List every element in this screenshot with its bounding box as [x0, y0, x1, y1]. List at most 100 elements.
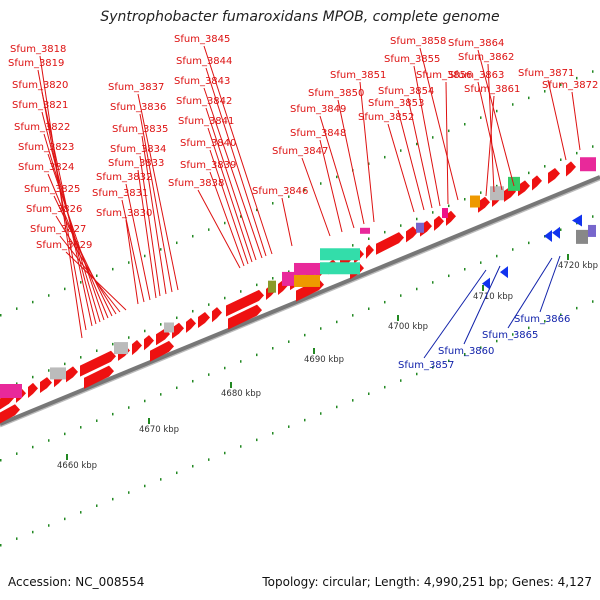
tick-mark [80, 511, 82, 514]
tick-mark [144, 329, 146, 333]
tick-mark [544, 165, 546, 168]
tick-mark [160, 323, 162, 326]
tick-mark [576, 76, 578, 80]
tick-mark [224, 451, 226, 455]
tick-mark [288, 340, 290, 343]
tick-mark [400, 224, 402, 227]
forward-gene-arrow [212, 307, 222, 323]
tick-mark [272, 432, 274, 435]
gene-label: Sfum_3851 [330, 70, 386, 81]
tick-mark [96, 419, 98, 422]
gene-label: Sfum_3840 [180, 138, 236, 149]
tick-mark [32, 445, 34, 449]
tick-mark [208, 303, 210, 306]
gene-leader-line [125, 183, 151, 301]
tick-mark [176, 386, 178, 390]
gene-block [282, 271, 296, 286]
gene-label: Sfum_3841 [178, 116, 234, 127]
tick-mark [512, 103, 514, 106]
tick-mark [304, 188, 306, 192]
gene-leader-line [125, 219, 139, 305]
tick-mark [432, 281, 434, 284]
gene-label: Sfum_3862 [458, 52, 514, 63]
tick-mark [128, 406, 130, 409]
tick-mark [464, 197, 466, 201]
gene-leader-line [547, 79, 567, 161]
tick-mark [320, 412, 322, 415]
gene-label: Sfum_3826 [26, 204, 82, 215]
gene-label: Sfum_3866 [514, 314, 570, 325]
tick-mark [368, 392, 370, 396]
gene-leader-line [445, 81, 449, 205]
scale-label: 4660 kbp [57, 461, 97, 471]
tick-mark [496, 339, 498, 343]
tick-mark [208, 228, 210, 231]
forward-gene-arrow [406, 226, 418, 243]
tick-mark [384, 300, 386, 304]
tick-mark [96, 274, 98, 277]
tick-mark [464, 352, 466, 356]
tick-mark [320, 327, 322, 330]
gene-leader-line [205, 67, 267, 257]
forward-gene-arrow [228, 304, 262, 330]
gene-block [588, 224, 596, 237]
gene-label: Sfum_3848 [290, 128, 346, 139]
forward-gene-arrow [186, 317, 196, 333]
tick-mark [96, 504, 98, 507]
forward-gene-arrow [172, 322, 184, 339]
tick-mark [176, 316, 178, 320]
gene-block [576, 229, 588, 244]
tick-mark [128, 336, 130, 339]
tick-mark [208, 458, 210, 461]
tick-mark [112, 412, 114, 416]
gene-label: Sfum_3858 [390, 36, 446, 47]
gene-leader-line [419, 47, 459, 201]
gene-label: Sfum_3819 [8, 58, 64, 69]
gene-label: Sfum_3847 [272, 146, 328, 157]
tick-mark [48, 524, 50, 527]
forward-gene-arrow [376, 232, 404, 255]
tick-mark [304, 333, 306, 337]
tick-mark [240, 360, 242, 363]
tick-mark [400, 379, 402, 382]
gene-label: Sfum_3855 [384, 54, 440, 65]
gene-label: Sfum_3834 [110, 144, 166, 155]
tick-mark [592, 300, 594, 303]
tick-mark [496, 254, 498, 258]
tick-mark [480, 261, 482, 264]
tick-mark [112, 267, 114, 271]
forward-gene-arrow [226, 289, 264, 317]
tick-mark [0, 459, 2, 462]
tick-mark [432, 136, 434, 139]
tick-mark [288, 270, 290, 273]
scale-label: 4720 kbp [558, 261, 598, 271]
scale-label: 4700 kbp [388, 322, 428, 332]
gene-label: Sfum_3863 [448, 70, 504, 81]
gene-leader-line [141, 135, 167, 295]
gene-label: Sfum_3821 [12, 100, 68, 111]
reverse-gene-arrow [572, 214, 582, 227]
tick-mark [336, 405, 338, 409]
tick-mark [272, 347, 274, 350]
gene-label: Sfum_3837 [108, 82, 164, 93]
tick-mark [192, 309, 194, 313]
tick-mark [16, 452, 18, 455]
tick-mark [240, 290, 242, 293]
gene-block [508, 176, 520, 191]
tick-mark [48, 294, 50, 297]
gene-label: Sfum_3833 [108, 158, 164, 169]
gene-label: Sfum_3829 [36, 240, 92, 251]
gene-block [360, 227, 370, 234]
tick-mark [560, 158, 562, 161]
gene-block [114, 342, 128, 355]
gene-leader-line [197, 189, 241, 269]
tick-mark [32, 375, 34, 379]
tick-mark [288, 425, 290, 428]
tick-mark [0, 314, 2, 317]
gene-leader-line [337, 99, 365, 225]
gene-leader-line [209, 149, 249, 265]
tick-mark [256, 208, 258, 212]
scale-label: 4680 kbp [221, 389, 261, 399]
gene-label: Sfum_3852 [358, 112, 414, 123]
tick-mark [240, 445, 242, 448]
